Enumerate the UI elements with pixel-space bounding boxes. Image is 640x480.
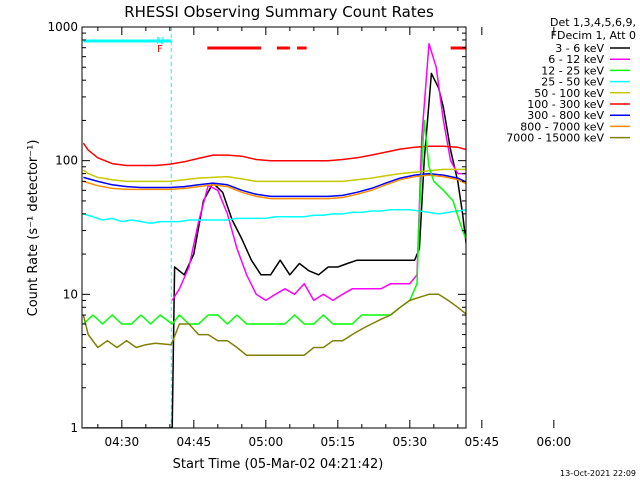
generation-date: 13-Oct-2021 22:09 [560,469,636,478]
series-line-800-7000keV [83,174,466,200]
legend-label-4: 50 - 100 keV [534,87,604,100]
series-line-100-300keV [82,142,466,167]
plot-area: NF [82,27,467,428]
legend-decimation-info: FDecim 1, Att 0 [551,29,636,42]
x-tick-label: 04:30 [105,435,140,449]
series-line-7000-15000keV [82,293,466,357]
y-tick-label: 100 [55,154,78,168]
legend-header: Det 1,3,4,5,6,9, FDecim 1, Att 0 [550,16,636,42]
series-line-3-6keV [83,72,466,428]
flare-flag-label: F [157,44,163,55]
series-line-12-25keV [82,119,466,325]
chart-title: RHESSI Observing Summary Count Rates [124,3,434,21]
legend-detector-info: Det 1,3,4,5,6,9, [550,16,636,29]
night-flag-label: N [156,36,163,47]
x-tick-label: 05:30 [393,435,428,449]
legend-label-5: 100 - 300 keV [527,98,604,111]
x-tick-label: 05:15 [321,435,356,449]
legend-label-7: 800 - 7000 keV [520,120,604,133]
series-line-6-12keV [171,42,466,302]
x-tick-label: 04:45 [177,435,212,449]
series-line-25-50keV [83,208,466,225]
legend-label-1: 6 - 12 keV [548,53,604,66]
legend-label-3: 25 - 50 keV [541,76,604,89]
legend-label-6: 300 - 800 keV [527,109,604,122]
legend-label-2: 12 - 25 keV [541,64,604,77]
y-tick-label: 10 [63,287,78,301]
y-axis-label: Count Rate (s⁻¹ detector⁻¹) [26,140,41,317]
legend-label-0: 3 - 6 keV [555,42,604,55]
legend-label-8: 7000 - 15000 keV [506,132,604,145]
axes: 1 10 100 1000 04:30 04:45 05:00 05:15 05:30 05:45… [47,20,571,449]
x-axis-label: Start Time (05-Mar-02 04:21:42) [173,457,384,472]
series-line-50-100keV [82,168,466,183]
series-lines [82,42,466,428]
x-tick-label: 05:00 [249,435,284,449]
x-tick-label: 05:45 [465,435,500,449]
series-line-300-800keV [83,172,466,198]
plot-frame [81,26,467,429]
y-tick-label: 1000 [47,20,78,34]
x-tick-label: 06:00 [537,435,572,449]
y-tick-label: 1 [70,421,78,435]
